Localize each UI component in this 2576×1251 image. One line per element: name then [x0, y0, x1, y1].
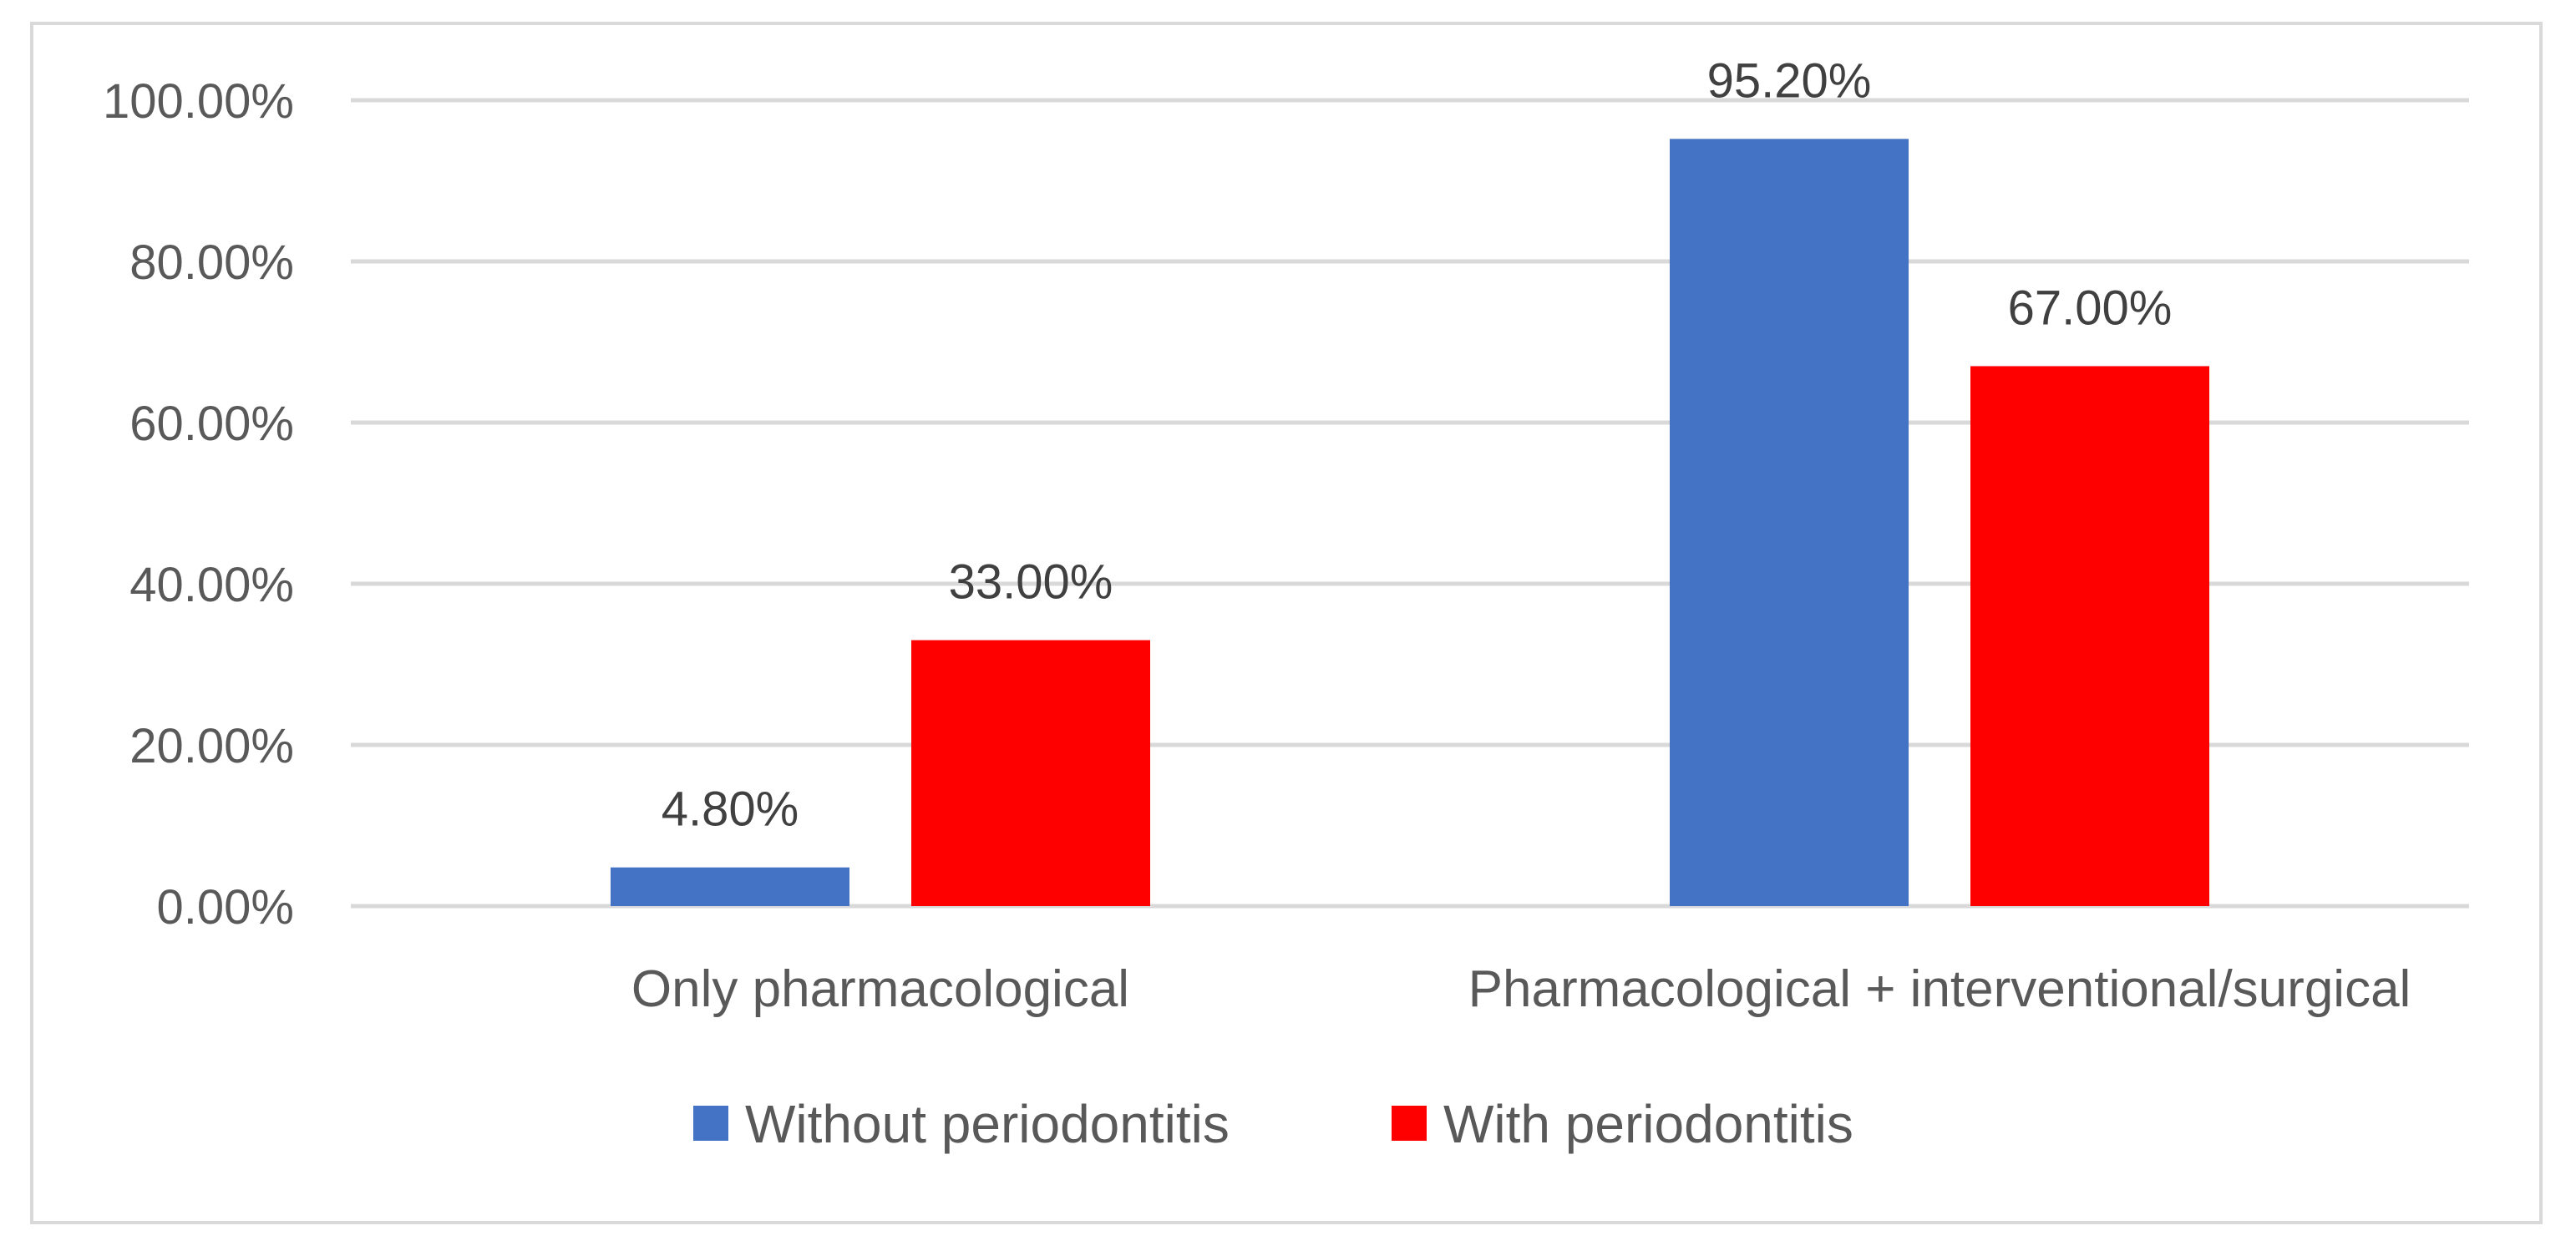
bar: [1970, 366, 2209, 906]
y-tick-label: 60.00%: [129, 397, 294, 451]
x-category-label: Only pharmacological: [631, 960, 1129, 1018]
data-label: 4.80%: [662, 783, 799, 837]
bar: [911, 640, 1150, 906]
legend-label: Without periodontitis: [745, 1094, 1230, 1154]
legend-swatch: [693, 1106, 728, 1141]
y-tick-label: 100.00%: [103, 74, 294, 129]
y-tick-label: 40.00%: [129, 558, 294, 612]
data-label: 67.00%: [2008, 281, 2173, 335]
data-label: 33.00%: [949, 555, 1113, 610]
data-labels: 4.80% 33.00% 95.20% 67.00%: [662, 53, 2173, 836]
legend-label: With periodontitis: [1443, 1094, 1853, 1154]
legend: Without periodontitis With periodontitis: [693, 1094, 1853, 1154]
y-tick-label: 80.00%: [129, 236, 294, 290]
y-tick-label: 0.00%: [157, 880, 294, 934]
bars: [611, 139, 2209, 906]
y-axis-tick-labels: 0.00% 20.00% 40.00% 60.00% 80.00% 100.00%: [103, 74, 294, 934]
bar: [1670, 139, 1909, 906]
y-tick-label: 20.00%: [129, 719, 294, 773]
bar: [611, 867, 849, 906]
data-label: 95.20%: [1707, 53, 1872, 108]
x-category-label: Pharmacological + interventional/surgica…: [1468, 960, 2411, 1018]
legend-swatch: [1392, 1106, 1427, 1141]
x-axis-category-labels: Only pharmacological Pharmacological + in…: [631, 960, 2411, 1018]
